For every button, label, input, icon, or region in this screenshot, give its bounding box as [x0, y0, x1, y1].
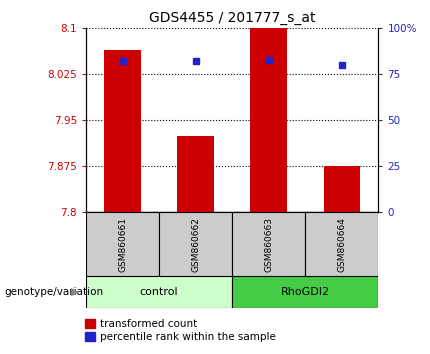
Bar	[232, 212, 305, 276]
Text: GSM860663: GSM860663	[264, 217, 273, 272]
Bar	[323, 166, 360, 212]
Text: GSM860661: GSM860661	[118, 217, 127, 272]
Bar	[305, 212, 378, 276]
Bar	[86, 276, 232, 308]
Bar	[232, 276, 378, 308]
Text: control: control	[140, 287, 178, 297]
Text: ▶: ▶	[71, 287, 80, 297]
Text: GSM860664: GSM860664	[338, 217, 346, 272]
Title: GDS4455 / 201777_s_at: GDS4455 / 201777_s_at	[149, 11, 316, 24]
Text: genotype/variation: genotype/variation	[4, 287, 104, 297]
Bar	[159, 212, 232, 276]
Bar	[177, 136, 214, 212]
Bar	[250, 28, 287, 212]
Bar	[86, 212, 159, 276]
Bar	[104, 50, 141, 212]
Text: RhoGDI2: RhoGDI2	[281, 287, 330, 297]
Text: GSM860662: GSM860662	[191, 217, 200, 272]
Legend: transformed count, percentile rank within the sample: transformed count, percentile rank withi…	[83, 317, 278, 344]
